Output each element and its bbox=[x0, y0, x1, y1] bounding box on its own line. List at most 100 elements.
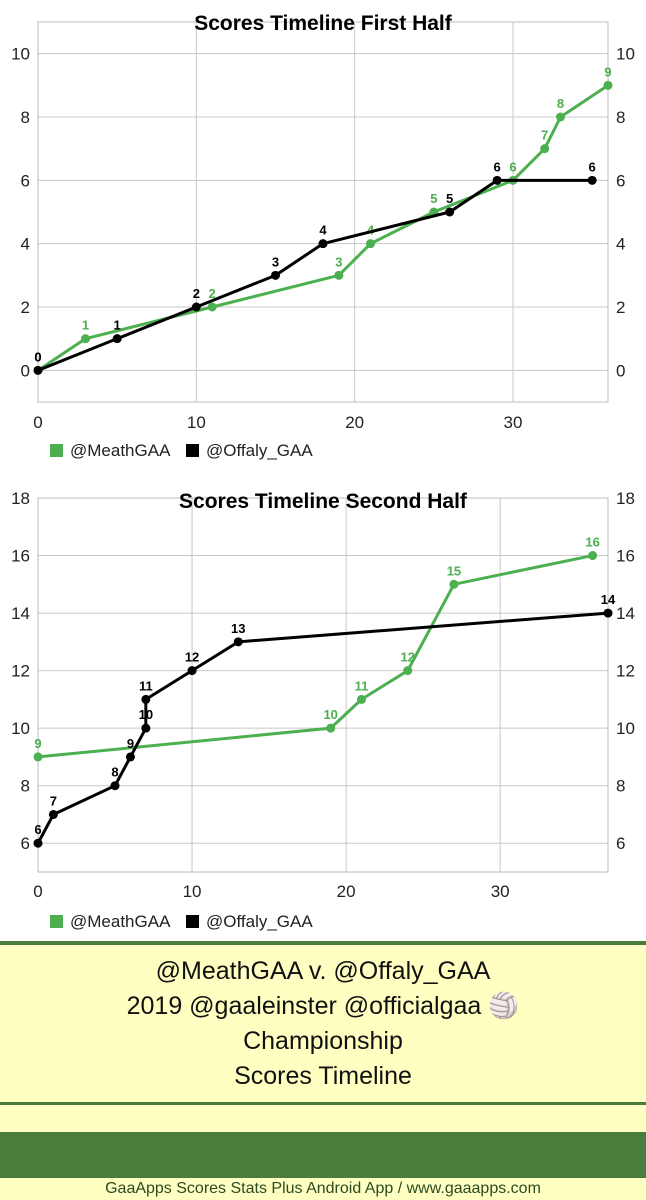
x-tick-label: 20 bbox=[345, 413, 364, 432]
data-point bbox=[556, 112, 565, 122]
data-label: 5 bbox=[430, 191, 437, 206]
y-tick-label-right: 0 bbox=[616, 361, 625, 380]
y-tick-label-left: 2 bbox=[21, 298, 30, 317]
y-tick-label-left: 4 bbox=[21, 235, 30, 254]
banner-championship: Championship bbox=[243, 1026, 403, 1055]
data-label: 0 bbox=[34, 349, 41, 364]
data-label: 4 bbox=[319, 223, 327, 238]
data-point bbox=[603, 80, 613, 90]
legend-swatch-meath bbox=[50, 915, 63, 928]
data-label: 12 bbox=[400, 650, 414, 665]
banner-teams: @MeathGAA v. @Offaly_GAA bbox=[155, 956, 491, 985]
legend-swatch-offaly bbox=[186, 915, 199, 928]
banner-competition: 2019 @gaaleinster @officialgaa 🏐 bbox=[126, 991, 520, 1020]
data-point bbox=[326, 723, 336, 733]
y-tick-label-right: 12 bbox=[616, 662, 635, 681]
x-tick-label: 0 bbox=[33, 413, 42, 432]
data-point bbox=[492, 175, 502, 185]
data-point bbox=[403, 666, 413, 676]
x-tick-label: 20 bbox=[337, 882, 356, 901]
series-line-meath bbox=[37, 84, 609, 372]
data-label: 7 bbox=[50, 793, 57, 808]
data-point bbox=[366, 239, 375, 249]
data-label: 11 bbox=[355, 678, 369, 693]
data-label: 2 bbox=[193, 286, 200, 301]
data-label: 7 bbox=[541, 128, 548, 143]
y-tick-label-right: 2 bbox=[616, 298, 625, 317]
data-label: 1 bbox=[114, 318, 121, 333]
data-label: 16 bbox=[585, 535, 599, 550]
data-label: 8 bbox=[111, 765, 118, 780]
y-tick-label-left: 6 bbox=[21, 834, 30, 853]
match-banner: @MeathGAA v. @Offaly_GAA 2019 @gaaleinst… bbox=[0, 941, 646, 1105]
y-tick-label-left: 6 bbox=[21, 171, 30, 190]
data-label: 5 bbox=[446, 191, 453, 206]
legend-swatch-meath bbox=[50, 444, 63, 457]
y-tick-label-right: 10 bbox=[616, 45, 635, 64]
y-tick-label-right: 10 bbox=[616, 719, 635, 738]
data-point bbox=[445, 207, 455, 217]
legend-label-meath: @MeathGAA bbox=[70, 912, 171, 931]
data-label: 10 bbox=[323, 707, 337, 722]
data-point bbox=[81, 334, 90, 344]
legend-label-offaly: @Offaly_GAA bbox=[206, 912, 313, 931]
x-tick-label: 0 bbox=[33, 882, 42, 901]
data-point bbox=[191, 302, 201, 312]
banner-subtitle: Scores Timeline bbox=[234, 1061, 412, 1090]
data-point bbox=[207, 302, 217, 312]
data-point bbox=[271, 270, 280, 280]
data-point bbox=[141, 723, 151, 733]
y-tick-label-left: 10 bbox=[11, 719, 30, 738]
y-tick-label-left: 0 bbox=[21, 361, 30, 380]
chart-title: Scores Timeline First Half bbox=[194, 12, 453, 35]
y-tick-label-right: 6 bbox=[616, 834, 625, 853]
data-point bbox=[603, 608, 613, 618]
data-point bbox=[33, 752, 43, 762]
y-tick-label-left: 18 bbox=[11, 489, 30, 508]
y-tick-label-right: 4 bbox=[616, 235, 625, 254]
legend-label-offaly: @Offaly_GAA bbox=[206, 441, 313, 460]
data-label: 9 bbox=[604, 64, 611, 79]
data-label: 15 bbox=[447, 563, 461, 578]
data-label: 6 bbox=[589, 159, 596, 174]
data-label: 9 bbox=[127, 736, 134, 751]
data-point bbox=[587, 175, 597, 185]
y-tick-label-right: 18 bbox=[616, 489, 635, 508]
data-point bbox=[233, 637, 243, 647]
legend-swatch-offaly bbox=[186, 444, 199, 457]
chart-title: Scores Timeline Second Half bbox=[179, 490, 468, 513]
data-point bbox=[540, 144, 550, 154]
data-point bbox=[33, 365, 43, 375]
y-tick-label-left: 8 bbox=[21, 777, 30, 796]
y-tick-label-right: 8 bbox=[616, 108, 625, 127]
y-tick-label-left: 16 bbox=[11, 547, 30, 566]
x-tick-label: 30 bbox=[504, 413, 523, 432]
decorative-band-light bbox=[0, 1105, 646, 1132]
data-point bbox=[110, 781, 120, 791]
y-tick-label-left: 12 bbox=[11, 662, 30, 681]
y-tick-label-right: 16 bbox=[616, 547, 635, 566]
data-label: 3 bbox=[335, 254, 342, 269]
data-label: 0 bbox=[34, 349, 41, 364]
data-label: 6 bbox=[34, 822, 41, 837]
data-label: 2 bbox=[209, 286, 216, 301]
data-label: 8 bbox=[557, 96, 564, 111]
y-tick-label-right: 8 bbox=[616, 777, 625, 796]
y-tick-label-left: 14 bbox=[11, 604, 30, 623]
data-point bbox=[112, 334, 122, 344]
data-point bbox=[125, 752, 135, 762]
data-label: 10 bbox=[139, 707, 153, 722]
y-tick-label-right: 14 bbox=[616, 604, 635, 623]
y-tick-label-right: 6 bbox=[616, 171, 625, 190]
x-tick-label: 10 bbox=[187, 413, 206, 432]
data-label: 6 bbox=[494, 159, 501, 174]
y-tick-label-left: 10 bbox=[11, 45, 30, 64]
data-point bbox=[318, 239, 328, 249]
data-label: 12 bbox=[185, 650, 199, 665]
legend-label-meath: @MeathGAA bbox=[70, 441, 171, 460]
data-point bbox=[357, 694, 367, 704]
y-tick-label-left: 8 bbox=[21, 108, 30, 127]
data-label: 3 bbox=[272, 254, 279, 269]
